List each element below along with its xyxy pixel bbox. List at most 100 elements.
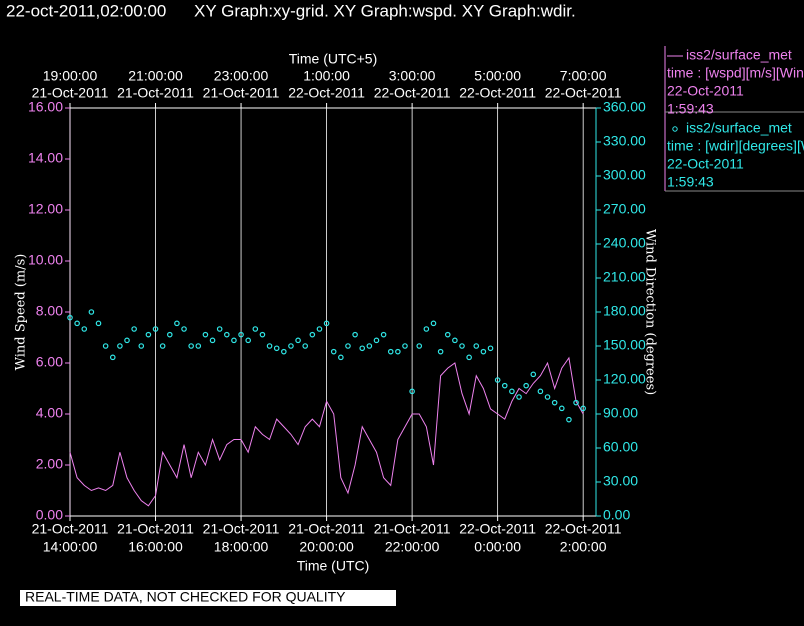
data-point (423, 326, 430, 332)
x2-tick-label: 22-Oct-2011 (288, 85, 365, 101)
data-point (466, 354, 472, 361)
x-tick-label: 22:00:00 (385, 539, 440, 555)
y2-tick-label: 120.00 (603, 371, 646, 387)
x2-tick-label: 5:00:00 (474, 68, 521, 84)
data-point (516, 394, 522, 400)
y-tick-label: 14.00 (28, 150, 63, 166)
data-point (302, 343, 309, 349)
data-point (444, 331, 451, 338)
data-point (273, 345, 280, 352)
data-point (67, 314, 73, 321)
data-point (537, 388, 544, 395)
x2-tick-label: 22-Oct-2011 (545, 85, 622, 101)
legend-time: 1:59:43 (667, 101, 714, 117)
data-point (188, 343, 194, 349)
y2-tick-label: 270.00 (603, 201, 646, 217)
data-point (359, 345, 366, 352)
data-point (416, 343, 423, 349)
y2-tick-label: 240.00 (603, 235, 646, 251)
data-point (245, 337, 251, 344)
data-point (480, 348, 487, 355)
data-point (259, 331, 266, 338)
y2-tick-label: 330.00 (603, 133, 646, 149)
data-point (580, 405, 586, 412)
y2-tick-label: 60.00 (603, 439, 638, 455)
data-point (366, 343, 373, 349)
data-point (323, 320, 330, 327)
x-tick-label: 0:00:00 (474, 539, 521, 555)
x2-tick-label: 1:00:00 (303, 68, 350, 84)
data-point (437, 348, 444, 355)
data-point (81, 326, 88, 332)
data-point (380, 331, 387, 338)
y-tick-label: 12.00 (28, 201, 63, 217)
data-point (181, 326, 187, 332)
data-point (352, 331, 358, 338)
y-tick-label: 16.00 (28, 99, 63, 115)
data-point (544, 394, 551, 400)
x2-tick-label: 23:00:00 (214, 68, 269, 84)
data-point (387, 348, 394, 355)
chart-subtitle: XY Graph:xy-grid. XY Graph:wspd. XY Grap… (194, 1, 576, 20)
data-point (494, 377, 501, 383)
y-tick-label: 2.00 (36, 456, 63, 472)
data-point (102, 343, 109, 349)
data-point (409, 388, 415, 395)
data-point (238, 331, 244, 338)
x-tick-label: 21-Oct-2011 (32, 521, 109, 537)
legend-label: iss2/surface_met (686, 120, 792, 136)
y-tick-label: 4.00 (36, 405, 63, 421)
x2-tick-label: 22-Oct-2011 (374, 85, 451, 101)
legend-marker (672, 126, 678, 132)
y2-tick-label: 180.00 (603, 303, 646, 319)
data-point (159, 343, 166, 349)
data-point (252, 326, 259, 332)
x-axis-title: Time (UTC) (297, 558, 370, 574)
legend-time: 1:59:43 (667, 174, 714, 190)
data-point (395, 348, 401, 355)
y2-tick-label: 30.00 (603, 473, 638, 489)
legend-label: iss2/surface_met (686, 47, 792, 63)
data-point (224, 331, 230, 338)
legend-text: time : [wdir][degrees][W (667, 138, 804, 154)
footer-box (20, 590, 396, 606)
footer: REAL-TIME DATA, NOT CHECKED FOR QUALITY (25, 589, 346, 605)
data-point (174, 320, 180, 327)
data-point (166, 331, 173, 338)
x2-tick-label: 21-Oct-2011 (32, 85, 109, 101)
data-point (452, 337, 458, 344)
data-point (88, 309, 95, 315)
data-point (124, 337, 130, 344)
x2-tick-label: 21-Oct-2011 (117, 85, 194, 101)
y-tick-label: 6.00 (36, 354, 63, 370)
y-tick-label: 0.00 (36, 507, 63, 523)
data-point (573, 399, 579, 406)
data-point (530, 371, 537, 378)
data-point (402, 343, 408, 349)
data-point (551, 399, 558, 406)
data-point (309, 331, 316, 338)
legend-text: time : [wspd][m/s][Wind (667, 65, 804, 81)
data-point (209, 337, 216, 344)
data-point (216, 326, 223, 332)
x-tick-label: 16:00:00 (128, 539, 183, 555)
data-point (288, 343, 294, 349)
x2-tick-label: 3:00:00 (389, 68, 436, 84)
data-point (509, 388, 515, 395)
x-tick-label: 22-Oct-2011 (545, 521, 622, 537)
x-tick-label: 21-Oct-2011 (203, 521, 280, 537)
x2-tick-label: 7:00:00 (560, 68, 607, 84)
x2-axis-title: Time (UTC+5) (289, 51, 378, 67)
data-point (558, 405, 565, 412)
data-point (338, 354, 344, 361)
data-point (152, 326, 159, 332)
data-point (195, 343, 202, 349)
y2-tick-label: 90.00 (603, 405, 638, 421)
data-point (459, 343, 465, 349)
x-tick-label: 2:00:00 (560, 539, 607, 555)
x2-tick-label: 22-Oct-2011 (459, 85, 536, 101)
x2-tick-label: 19:00:00 (43, 68, 98, 84)
